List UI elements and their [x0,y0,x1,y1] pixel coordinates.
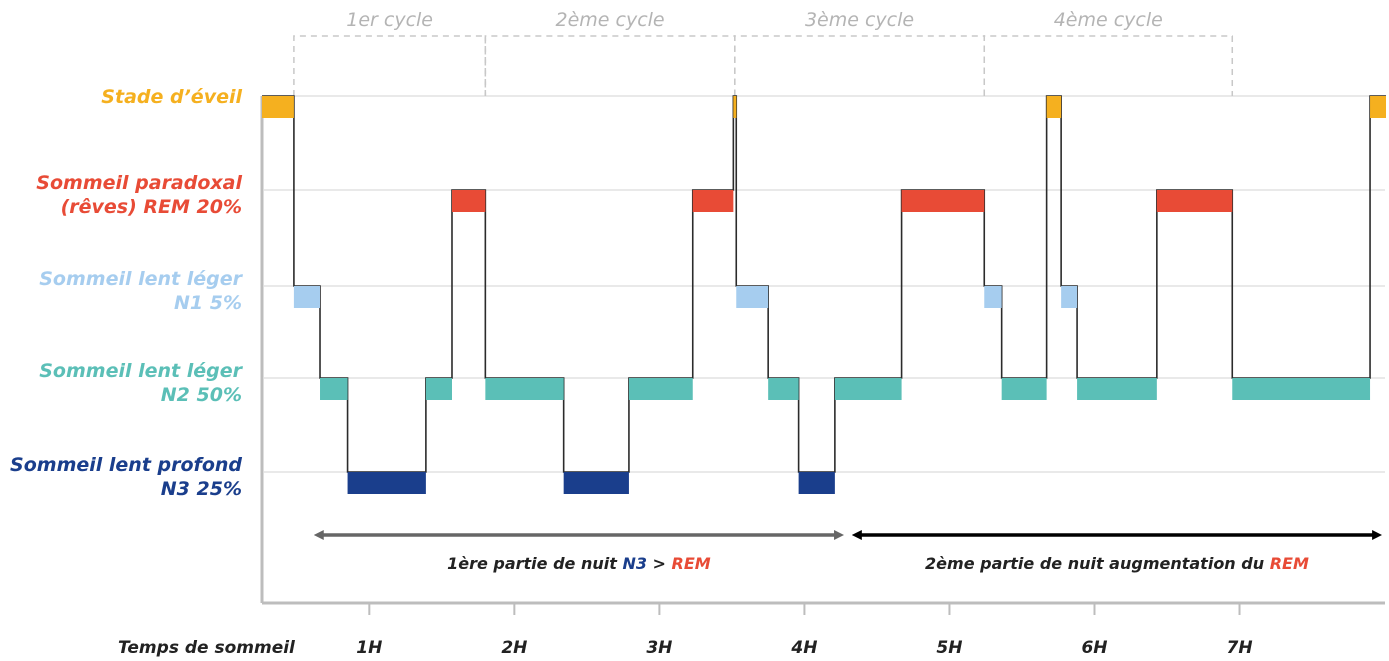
night-part-label: 1ère partie de nuit N3 > REM [447,554,711,573]
segment-n2 [425,378,452,400]
stage-label-line2: N1 5% [174,292,242,314]
segment-n1 [736,286,769,308]
segment-n2 [485,378,564,400]
x-tick-label: 1H [356,638,382,658]
night-part-label: 2ème partie de nuit augmentation du REM [925,554,1309,573]
stage-label-line2: (rêves) REM 20% [61,196,242,218]
cycle-label: 4ème cycle [1054,9,1163,31]
stage-label-line2: N2 50% [161,384,242,406]
segment-n1 [1061,286,1078,308]
cycle-bracket [484,35,736,96]
segment-n3 [563,472,629,494]
stage-label-line1: Sommeil lent profond [10,454,242,476]
night-part-label-highlight1: REM [1270,554,1309,573]
x-tick-label: 6H [1081,638,1107,658]
grid-lines [264,95,1385,473]
segment-rem [901,190,985,212]
night-part-annotations: 1ère partie de nuit N3 > REM 2ème partie … [313,530,1383,573]
segment-n2 [768,378,799,400]
segment-n2 [320,378,348,400]
segment-n2 [834,378,902,400]
cycle-label: 3ème cycle [805,9,914,31]
segment-wake [1370,96,1386,118]
x-tick-label: 7H [1226,638,1252,658]
segment-wake [262,96,294,118]
stage-segments [262,96,1386,494]
stage-label-rem: Sommeil paradoxal (rêves) REM 20% [36,172,242,218]
night-part-label-middle: > [647,554,672,573]
stage-label-wake: Stade d’éveil [101,86,242,108]
cycle-bracket [293,35,487,96]
segment-n1 [984,286,1002,308]
hypnogram-path [262,95,1386,473]
night-part-label-highlight1: N3 [622,554,647,573]
x-tick-label: 5H [936,638,962,658]
night-part-label-prefix: 2ème partie de nuit augmentation du [925,554,1270,573]
segment-n2 [628,378,693,400]
stage-label-line1: Sommeil lent léger [39,268,243,290]
segment-n1 [293,286,321,308]
night-part-label-highlight2: REM [672,554,711,573]
segment-n3 [347,472,426,494]
x-axis-label: Temps de sommeil [118,638,296,658]
segment-rem [692,190,734,212]
hypnogram-step-line [262,95,1386,473]
night-part-label-prefix: 1ère partie de nuit [447,554,622,573]
segment-n3 [798,472,835,494]
stage-label-line1: Stade d’éveil [101,86,242,108]
cycle-label: 2ème cycle [556,9,665,31]
cycle-brackets: 1er cycle 2ème cycle 3ème cycle 4ème cycle [293,9,1234,96]
segment-rem [1156,190,1233,212]
stage-labels: Stade d’éveil Sommeil paradoxal (rêves) RE… [10,86,244,500]
x-tick-label: 3H [646,638,672,658]
segment-n2 [1077,378,1157,400]
stage-label-n1: Sommeil lent léger N1 5% [39,268,243,314]
cycle-bracket [734,35,986,96]
x-tick-label: 2H [501,638,527,658]
segment-n2 [1001,378,1047,400]
stage-label-line1: Sommeil lent léger [39,360,243,382]
x-axis-ticks: 1H 2H 3H 4H 5H 6H 7H [356,603,1253,658]
segment-wake [1046,96,1062,118]
stage-label-n2: Sommeil lent léger N2 50% [39,360,243,406]
stage-label-line1: Sommeil paradoxal [36,172,242,194]
segment-wake [733,96,737,118]
segment-rem [451,190,486,212]
x-tick-label: 4H [790,638,817,658]
stage-label-line2: N3 25% [161,478,242,500]
cycle-label: 1er cycle [346,9,433,31]
stage-label-n3: Sommeil lent profond N3 25% [10,454,242,500]
cycle-bracket [983,35,1234,96]
segment-n2 [1232,378,1371,400]
